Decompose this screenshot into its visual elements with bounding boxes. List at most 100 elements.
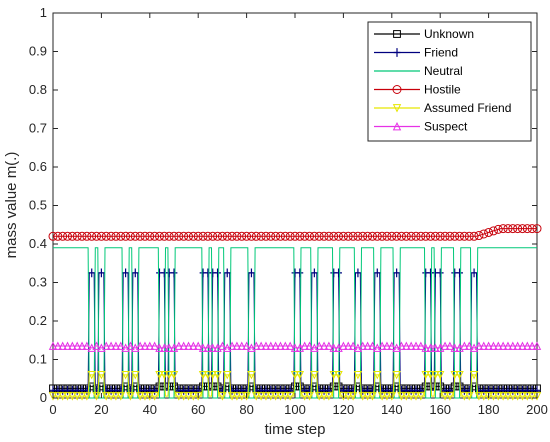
- data-point-friend: [151, 385, 159, 395]
- data-point-suspect: [164, 343, 174, 352]
- data-point-assumed-friend: [276, 392, 285, 401]
- data-point-assumed-friend: [58, 392, 67, 401]
- data-point-assumed-friend: [305, 392, 314, 401]
- data-point-hostile: [488, 226, 498, 236]
- y-tick-label: 1: [40, 5, 47, 20]
- data-point-suspect: [431, 343, 440, 352]
- legend-label-neutral: Neutral: [424, 64, 463, 78]
- data-point-suspect: [479, 341, 488, 350]
- data-point-suspect: [319, 341, 329, 350]
- data-point-suspect: [450, 343, 459, 352]
- data-point-assumed-friend: [523, 392, 532, 401]
- x-tick-label: 60: [191, 402, 205, 417]
- series-hostile: [48, 224, 542, 241]
- x-tick-label: 0: [49, 402, 56, 417]
- data-point-assumed-friend: [116, 392, 125, 401]
- data-point-assumed-friend: [208, 371, 217, 380]
- data-point-friend: [286, 385, 294, 395]
- data-point-hostile: [67, 231, 77, 241]
- data-point-suspect: [474, 341, 484, 350]
- data-point-suspect: [339, 341, 348, 350]
- data-point-hostile: [48, 231, 58, 241]
- data-point-friend: [446, 385, 454, 395]
- data-point-hostile: [193, 231, 203, 241]
- data-point-hostile: [164, 231, 174, 241]
- y-tick-label: 0.1: [29, 352, 47, 367]
- y-axis-label: mass value m(.): [3, 152, 20, 259]
- data-point-hostile: [474, 231, 484, 241]
- data-point-suspect: [314, 341, 324, 350]
- data-point-hostile: [266, 231, 276, 241]
- data-point-hostile: [261, 231, 271, 241]
- data-point-suspect: [498, 341, 508, 350]
- data-point-assumed-friend: [82, 392, 92, 401]
- data-point-hostile: [363, 231, 373, 241]
- data-point-assumed-friend: [319, 392, 329, 401]
- data-point-suspect: [416, 341, 426, 350]
- data-point-suspect: [252, 341, 261, 350]
- data-point-hostile: [237, 231, 247, 241]
- data-point-suspect: [106, 341, 116, 350]
- data-point-hostile: [430, 231, 440, 241]
- data-point-assumed-friend: [72, 392, 82, 401]
- data-point-suspect: [102, 341, 111, 350]
- data-point-assumed-friend: [179, 392, 188, 401]
- data-point-assumed-friend: [131, 371, 140, 380]
- data-point-hostile: [121, 231, 131, 241]
- data-point-suspect: [227, 341, 237, 350]
- data-point-assumed-friend: [300, 392, 309, 401]
- data-point-hostile: [421, 231, 431, 241]
- data-point-suspect: [440, 341, 450, 350]
- data-point-assumed-friend: [48, 392, 58, 401]
- data-point-suspect: [406, 341, 416, 350]
- data-point-suspect: [63, 341, 72, 350]
- data-point-assumed-friend: [450, 371, 459, 380]
- data-point-suspect: [324, 341, 334, 350]
- data-point-assumed-friend: [348, 392, 358, 401]
- y-tick-label: 0.4: [29, 236, 47, 251]
- data-point-hostile: [251, 231, 261, 241]
- data-point-hostile: [479, 229, 489, 239]
- data-point-hostile: [96, 231, 106, 241]
- data-point-hostile: [426, 231, 436, 241]
- data-point-assumed-friend: [198, 371, 208, 380]
- data-point-assumed-friend: [474, 392, 484, 401]
- data-point-suspect: [256, 341, 266, 350]
- x-tick-label: 140: [381, 402, 403, 417]
- data-point-suspect: [92, 341, 101, 350]
- data-point-assumed-friend: [324, 392, 334, 401]
- data-point-friend: [296, 268, 304, 278]
- data-point-suspect: [179, 341, 188, 350]
- data-point-assumed-friend: [252, 392, 261, 401]
- data-point-hostile: [348, 231, 358, 241]
- data-point-assumed-friend: [218, 392, 227, 401]
- data-point-suspect: [382, 341, 392, 350]
- y-tick-label: 0.2: [29, 313, 47, 328]
- data-point-suspect: [285, 341, 295, 350]
- data-point-hostile: [87, 231, 97, 241]
- data-point-hostile: [503, 224, 513, 234]
- y-tick-label: 0.9: [29, 44, 47, 59]
- data-point-assumed-friend: [518, 392, 527, 401]
- data-point-friend: [88, 268, 96, 278]
- data-point-hostile: [290, 231, 300, 241]
- legend-label-friend: Friend: [424, 46, 458, 60]
- data-point-friend: [223, 268, 231, 278]
- data-point-hostile: [517, 224, 527, 234]
- data-point-hostile: [406, 231, 416, 241]
- data-point-assumed-friend: [242, 392, 251, 401]
- data-point-suspect: [203, 343, 213, 352]
- data-point-assumed-friend: [421, 371, 430, 380]
- data-point-suspect: [72, 341, 82, 350]
- data-point-hostile: [498, 224, 508, 234]
- data-point-suspect: [276, 341, 285, 350]
- data-point-assumed-friend: [426, 371, 435, 380]
- data-point-assumed-friend: [164, 371, 174, 380]
- data-point-assumed-friend: [184, 392, 193, 401]
- data-point-hostile: [174, 231, 184, 241]
- data-point-assumed-friend: [145, 392, 155, 401]
- data-point-suspect: [184, 341, 193, 350]
- x-tick-label: 80: [239, 402, 253, 417]
- data-point-suspect: [290, 343, 300, 352]
